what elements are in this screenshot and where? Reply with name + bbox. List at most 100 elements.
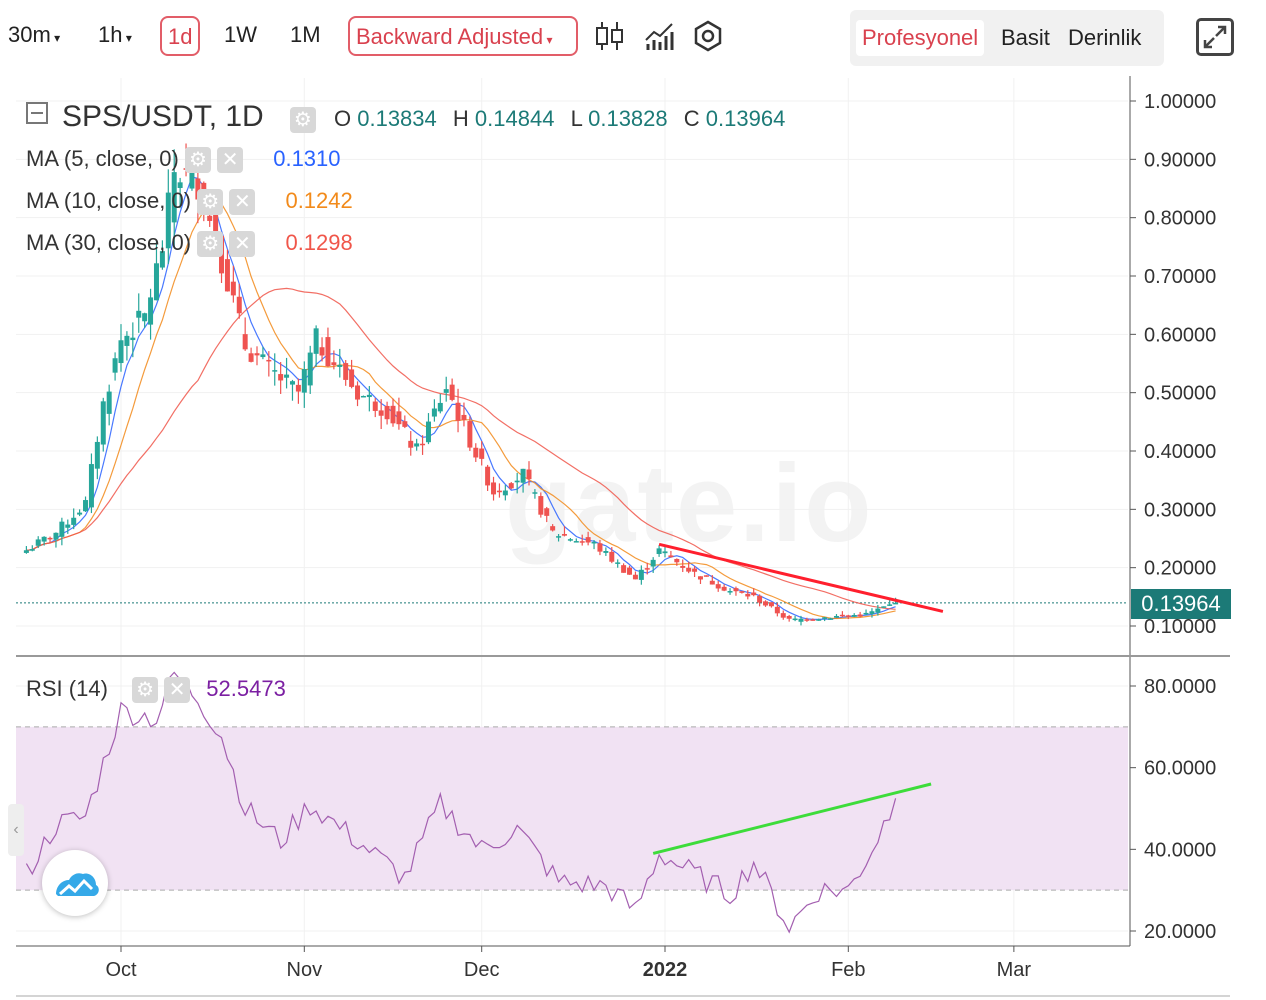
candle-body xyxy=(177,182,183,188)
price-tick-label: 0.10000 xyxy=(1144,616,1216,638)
date-tick-label: Mar xyxy=(997,959,1032,981)
last-price-label: 0.13964 xyxy=(1131,589,1231,619)
candle-body xyxy=(136,310,142,318)
candle-body xyxy=(621,565,627,573)
indicators-icon[interactable] xyxy=(642,18,678,54)
ma30-line xyxy=(26,287,896,610)
price-resistance-trendline xyxy=(658,542,944,613)
price-tick-label: 0.90000 xyxy=(1144,149,1216,171)
fullscreen-icon[interactable] xyxy=(1196,18,1234,56)
settings-icon[interactable] xyxy=(690,18,726,54)
candle-body xyxy=(254,353,260,356)
candle-body xyxy=(165,192,171,249)
logo-icon[interactable] xyxy=(42,850,108,916)
candle-body xyxy=(674,558,680,563)
candle-body xyxy=(124,335,130,346)
candle-body xyxy=(579,541,585,543)
candle-body xyxy=(100,401,106,445)
candle-body xyxy=(573,541,579,543)
candle-body xyxy=(627,567,633,575)
candle-body xyxy=(29,549,35,551)
candle-body xyxy=(697,576,703,580)
candle-body xyxy=(431,408,437,417)
ma10-remove-icon[interactable]: ✕ xyxy=(229,189,256,216)
ma5-label: MA (5, close, 0) xyxy=(26,146,179,171)
candle-body xyxy=(721,586,727,591)
candle-body xyxy=(35,539,41,546)
candle-body xyxy=(23,550,29,553)
interval-1d-button[interactable]: 1d xyxy=(160,16,201,56)
interval-1h-button[interactable]: 1h ▾ xyxy=(98,22,132,47)
candle-body xyxy=(284,374,290,378)
rsi-tick-label: 80.0000 xyxy=(1144,676,1216,698)
candle-body xyxy=(443,389,449,393)
candle-body xyxy=(816,619,822,621)
candle-body xyxy=(331,362,337,366)
candle-body xyxy=(597,543,603,552)
candle-body xyxy=(615,562,621,564)
interval-30m-button[interactable]: 30m ▾ xyxy=(8,22,61,47)
candle-body xyxy=(449,384,455,400)
price-tick-label: 0.30000 xyxy=(1144,499,1216,521)
ma5-remove-icon[interactable]: ✕ xyxy=(217,147,244,174)
candle-body xyxy=(207,215,213,221)
low-label: L xyxy=(570,106,582,131)
ma30-remove-icon[interactable]: ✕ xyxy=(229,231,256,258)
candle-body xyxy=(189,168,195,189)
symbol-legend: SPS/USDT, 1D ⚙ O 0.13834 H 0.14844 L 0.1… xyxy=(62,100,785,134)
collapse-legend-button[interactable] xyxy=(26,102,48,124)
candle-body xyxy=(53,532,59,540)
candle-body xyxy=(301,369,307,393)
candle-body xyxy=(662,551,668,554)
rsi-settings-icon[interactable]: ⚙ xyxy=(132,677,159,704)
ma30-label: MA (30, close, 0) xyxy=(26,230,192,255)
ma10-settings-icon[interactable]: ⚙ xyxy=(197,189,224,216)
view-mode-switch: Profesyonel Basit Derinlik xyxy=(850,10,1164,66)
candle-body xyxy=(851,615,857,617)
candle-body xyxy=(745,593,751,597)
symbol-settings-icon[interactable]: ⚙ xyxy=(289,107,316,134)
candle-body xyxy=(757,595,763,603)
view-mode-derinlik[interactable]: Derinlik xyxy=(1068,25,1142,50)
candle-body xyxy=(508,483,514,489)
candle-body xyxy=(461,414,467,421)
rsi-tick-label: 20.0000 xyxy=(1144,921,1216,943)
rsi-band xyxy=(16,726,1128,891)
candle-body xyxy=(378,410,384,416)
candle-body xyxy=(485,466,491,486)
candle-body xyxy=(857,614,863,617)
ma30-settings-icon[interactable]: ⚙ xyxy=(197,231,224,258)
price-tick-label: 1.00000 xyxy=(1144,91,1216,113)
date-tick-label: Oct xyxy=(105,959,137,981)
candle-body xyxy=(153,263,159,301)
candle-body xyxy=(384,405,390,420)
candle-body xyxy=(77,512,83,515)
candle-body xyxy=(88,464,94,508)
candle-body xyxy=(561,534,567,536)
side-panel-toggle[interactable]: ‹ xyxy=(8,804,24,856)
interval-1m-button[interactable]: 1M xyxy=(290,22,321,47)
price-tick-label: 0.20000 xyxy=(1144,558,1216,580)
rsi-line xyxy=(25,671,897,934)
ma10-line xyxy=(26,200,896,620)
candle-body xyxy=(609,551,615,562)
view-mode-profesyonel[interactable]: Profesyonel xyxy=(856,20,985,56)
rsi-label: RSI (14) xyxy=(26,676,108,701)
candle-body xyxy=(845,615,851,617)
candlestick-icon[interactable] xyxy=(592,18,628,54)
interval-1w-button[interactable]: 1W xyxy=(224,22,257,47)
candle-body xyxy=(260,354,266,358)
ma5-settings-icon[interactable]: ⚙ xyxy=(184,147,211,174)
adjustment-dropdown[interactable]: Backward Adjusted ▾ xyxy=(348,16,578,56)
candle-body xyxy=(585,537,591,543)
candle-body xyxy=(479,448,485,459)
candle-body xyxy=(774,606,780,614)
candle-body xyxy=(272,370,278,372)
candle-body xyxy=(686,567,692,572)
view-mode-basit[interactable]: Basit xyxy=(1001,25,1050,50)
candle-body xyxy=(195,178,201,200)
candle-body xyxy=(768,602,774,607)
rsi-remove-icon[interactable]: ✕ xyxy=(164,677,191,704)
candle-body xyxy=(751,592,757,596)
